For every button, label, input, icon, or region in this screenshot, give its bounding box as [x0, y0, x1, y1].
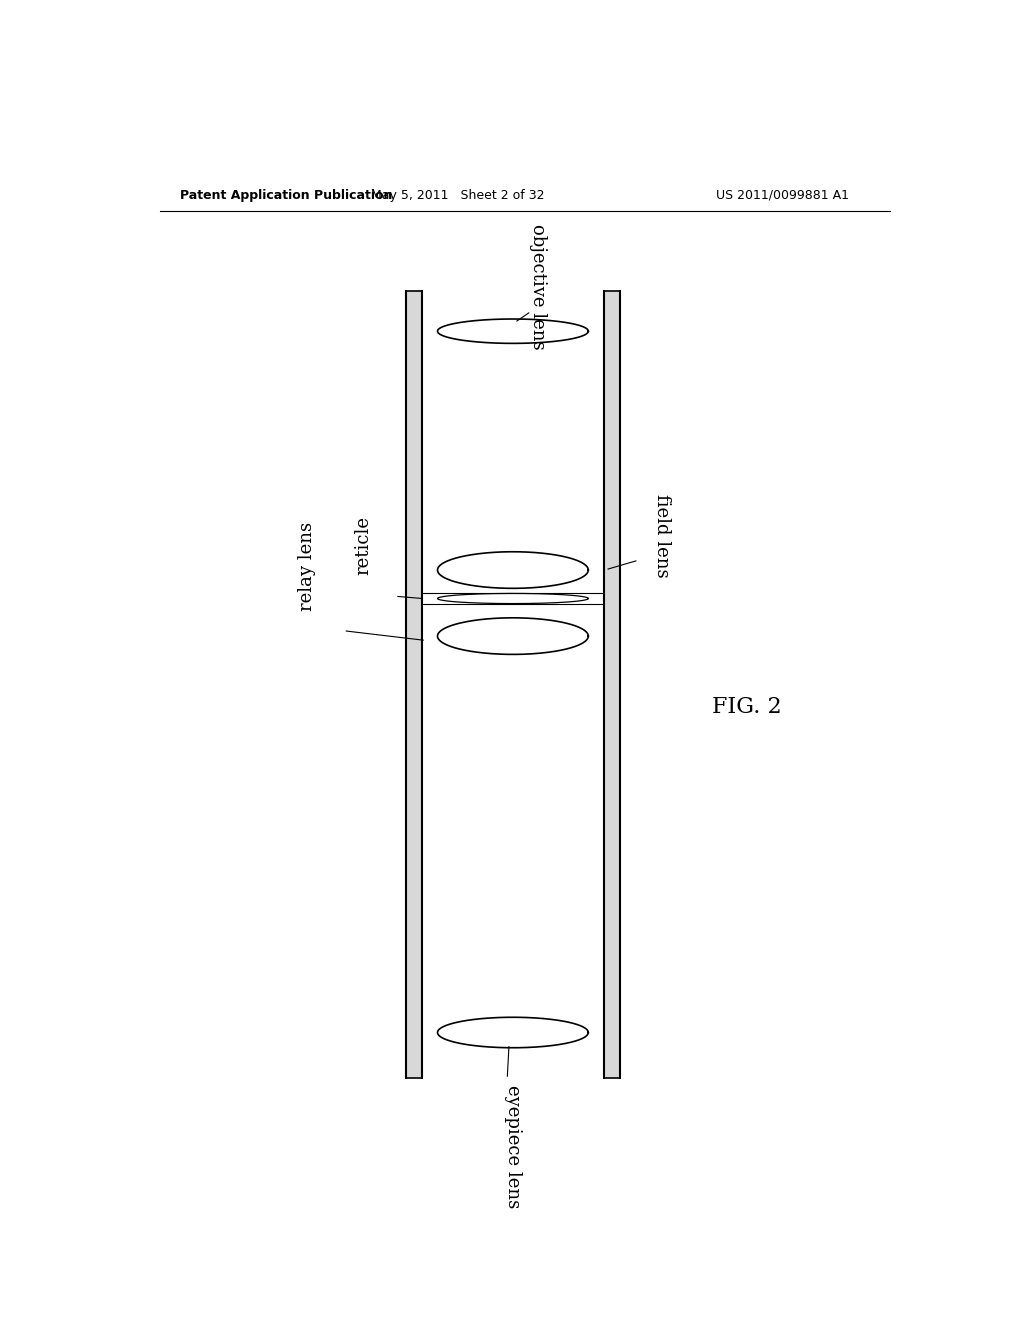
- Text: US 2011/0099881 A1: US 2011/0099881 A1: [716, 189, 849, 202]
- Text: field lens: field lens: [653, 494, 671, 577]
- Text: Patent Application Publication: Patent Application Publication: [179, 189, 392, 202]
- Text: objective lens: objective lens: [529, 224, 547, 350]
- Text: relay lens: relay lens: [298, 521, 315, 611]
- Text: May 5, 2011   Sheet 2 of 32: May 5, 2011 Sheet 2 of 32: [371, 189, 544, 202]
- Bar: [604, 290, 621, 1078]
- Text: reticle: reticle: [354, 516, 373, 576]
- Bar: [406, 290, 422, 1078]
- Text: FIG. 2: FIG. 2: [713, 696, 781, 718]
- Text: eyepiece lens: eyepiece lens: [504, 1085, 522, 1209]
